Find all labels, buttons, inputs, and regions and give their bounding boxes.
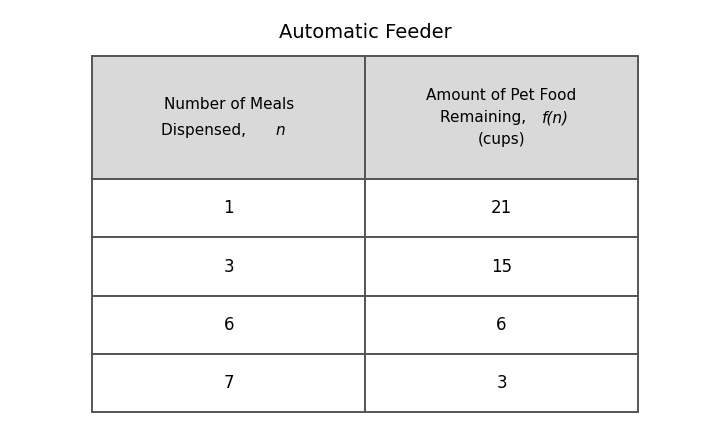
Bar <box>92 179 365 237</box>
Text: 3: 3 <box>496 374 507 392</box>
Bar <box>92 296 365 354</box>
Text: Dispensed,: Dispensed, <box>161 123 251 138</box>
Bar <box>365 237 638 296</box>
Bar <box>365 179 638 237</box>
Text: n: n <box>276 123 286 138</box>
Text: 15: 15 <box>491 258 512 276</box>
Text: f(n): f(n) <box>542 110 569 125</box>
Text: (cups): (cups) <box>478 132 525 147</box>
Text: 3: 3 <box>223 258 234 276</box>
Bar <box>365 354 638 412</box>
Text: 21: 21 <box>491 199 512 217</box>
Bar <box>365 56 638 179</box>
Bar <box>92 354 365 412</box>
Text: 6: 6 <box>223 316 234 334</box>
Bar <box>92 237 365 296</box>
Text: Remaining,: Remaining, <box>440 110 531 125</box>
Text: Number of Meals: Number of Meals <box>164 97 294 112</box>
Bar <box>92 56 365 179</box>
Text: 7: 7 <box>223 374 234 392</box>
Text: Amount of Pet Food: Amount of Pet Food <box>427 89 576 103</box>
Text: 1: 1 <box>223 199 234 217</box>
Bar <box>365 296 638 354</box>
Text: 6: 6 <box>496 316 507 334</box>
Text: Automatic Feeder: Automatic Feeder <box>279 23 452 42</box>
